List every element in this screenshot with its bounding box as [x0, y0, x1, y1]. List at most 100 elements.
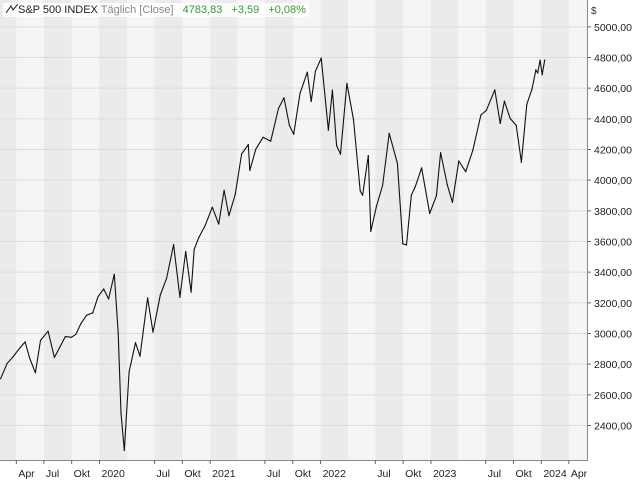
data-point: [113, 273, 115, 275]
quarter-band: [403, 0, 431, 460]
data-point: [108, 298, 110, 300]
data-point: [320, 57, 322, 59]
data-point: [47, 330, 49, 332]
data-point: [346, 82, 348, 84]
data-point: [283, 97, 285, 99]
quarter-band: [292, 0, 321, 460]
data-point: [458, 160, 460, 162]
data-point: [509, 117, 511, 120]
y-tick-label: 4000,00: [594, 175, 632, 187]
data-point: [29, 357, 31, 359]
data-point: [204, 225, 206, 227]
data-point: [339, 153, 342, 155]
y-tick-label: 4200,00: [594, 145, 632, 157]
data-point: [465, 171, 467, 173]
x-tick-label: 2022: [323, 468, 347, 480]
data-point: [352, 119, 355, 121]
quarter-band: [0, 0, 17, 460]
data-point: [255, 148, 257, 150]
data-point: [139, 355, 141, 357]
x-tick-label: Okt: [74, 468, 90, 480]
data-point: [39, 339, 42, 341]
instrument-name: S&P 500 INDEX: [18, 4, 98, 16]
data-point: [539, 59, 541, 61]
data-point: [362, 194, 364, 196]
quarter-band: [16, 0, 44, 460]
data-point: [503, 100, 505, 102]
x-tick-label: Jul: [267, 468, 280, 480]
data-point: [234, 193, 236, 195]
y-tick-label: 4600,00: [594, 83, 632, 95]
data-point: [0, 378, 2, 380]
price-change: +3,59: [231, 4, 260, 16]
data-point: [435, 195, 437, 197]
x-tick-label: Apr: [18, 468, 35, 480]
data-point: [382, 184, 384, 186]
data-point: [446, 184, 448, 186]
data-point: [359, 190, 361, 192]
quarter-band: [568, 0, 587, 460]
last-price: 4783,83: [182, 4, 223, 16]
data-point: [97, 296, 99, 298]
data-point: [499, 122, 501, 124]
data-point: [367, 155, 369, 157]
quarter-band: [264, 0, 293, 460]
series-line: [0, 57, 546, 452]
data-point: [120, 412, 122, 414]
data-point: [388, 132, 390, 134]
data-point: [159, 294, 161, 296]
data-point: [12, 355, 14, 358]
data-point: [218, 223, 220, 225]
data-point: [6, 363, 8, 365]
data-point: [451, 201, 453, 203]
quarter-band: [513, 0, 542, 460]
data-point: [270, 140, 272, 142]
data-point: [123, 449, 125, 452]
data-point: [53, 356, 56, 358]
x-tick-label: Jul: [377, 468, 390, 480]
data-point: [185, 251, 187, 253]
data-point: [494, 89, 496, 91]
x-tick-label: 2021: [212, 468, 236, 480]
data-point: [128, 371, 130, 373]
data-point: [515, 124, 517, 126]
data-point: [152, 331, 154, 333]
data-point: [86, 314, 88, 316]
quarter-band: [541, 0, 569, 460]
data-point: [520, 161, 523, 163]
x-tick-label: Okt: [405, 468, 421, 480]
quarter-band: [182, 0, 211, 460]
x-tick-label: Jul: [46, 468, 59, 480]
data-point: [249, 169, 251, 172]
data-point: [198, 236, 200, 238]
data-point: [375, 205, 378, 207]
data-point: [241, 153, 243, 155]
data-point: [92, 312, 94, 314]
data-point: [223, 189, 225, 191]
data-point: [288, 124, 290, 126]
data-point: [166, 277, 168, 279]
data-point: [24, 341, 26, 343]
y-tick-label: 2800,00: [594, 359, 632, 371]
chart-header: S&P 500 INDEX Täglich [Close] 4783,83 +3…: [3, 3, 309, 17]
data-point: [173, 244, 175, 246]
quarter-band: [99, 0, 128, 460]
quarter-band: [210, 0, 238, 460]
data-point: [526, 103, 528, 105]
data-point: [537, 72, 539, 74]
y-tick-label: 3600,00: [594, 237, 632, 249]
data-point: [541, 74, 543, 76]
data-point: [314, 70, 316, 72]
quarter-band: [458, 0, 486, 460]
data-point: [211, 206, 213, 208]
data-point: [190, 291, 192, 293]
data-point: [19, 347, 21, 349]
y-tick-label: 4400,00: [594, 114, 632, 126]
data-point: [306, 71, 308, 73]
y-tick-label: 3200,00: [594, 298, 632, 310]
data-point: [485, 109, 487, 111]
data-point: [531, 88, 533, 90]
data-point: [396, 162, 398, 164]
